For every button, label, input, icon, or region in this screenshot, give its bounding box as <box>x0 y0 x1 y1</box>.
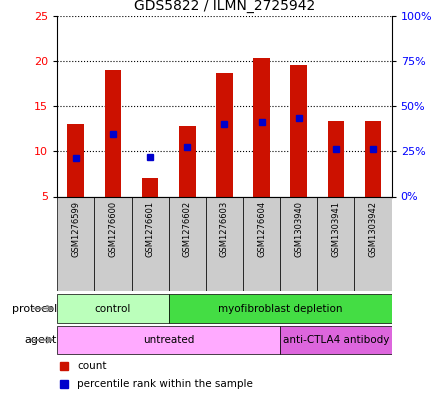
Title: GDS5822 / ILMN_2725942: GDS5822 / ILMN_2725942 <box>134 0 315 13</box>
Bar <box>317 196 355 291</box>
Bar <box>355 196 392 291</box>
Text: GSM1276603: GSM1276603 <box>220 201 229 257</box>
Text: anti-CTLA4 antibody: anti-CTLA4 antibody <box>282 335 389 345</box>
Bar <box>179 126 196 196</box>
Bar <box>105 70 121 196</box>
Bar <box>365 121 381 196</box>
Bar <box>57 294 169 323</box>
Text: GSM1303941: GSM1303941 <box>331 201 341 257</box>
Text: count: count <box>77 362 107 371</box>
Bar <box>290 64 307 196</box>
Text: GSM1303942: GSM1303942 <box>369 201 378 257</box>
Text: GSM1276604: GSM1276604 <box>257 201 266 257</box>
Text: GSM1276602: GSM1276602 <box>183 201 192 257</box>
Text: GSM1276601: GSM1276601 <box>146 201 154 257</box>
Text: protocol: protocol <box>12 303 57 314</box>
Bar <box>132 196 169 291</box>
Bar <box>243 196 280 291</box>
Bar <box>253 58 270 196</box>
Bar <box>327 121 344 196</box>
Bar <box>280 196 317 291</box>
Bar <box>280 326 392 354</box>
Bar <box>57 196 94 291</box>
Bar <box>94 196 132 291</box>
Bar <box>206 196 243 291</box>
Text: untreated: untreated <box>143 335 194 345</box>
Text: GSM1276599: GSM1276599 <box>71 201 80 257</box>
Text: percentile rank within the sample: percentile rank within the sample <box>77 379 253 389</box>
Bar <box>216 73 233 196</box>
Bar <box>169 294 392 323</box>
Bar <box>169 196 206 291</box>
Bar <box>67 124 84 196</box>
Bar <box>142 178 158 196</box>
Text: GSM1276600: GSM1276600 <box>108 201 117 257</box>
Text: control: control <box>95 303 131 314</box>
Text: agent: agent <box>25 335 57 345</box>
Text: GSM1303940: GSM1303940 <box>294 201 303 257</box>
Bar <box>57 326 280 354</box>
Text: myofibroblast depletion: myofibroblast depletion <box>218 303 342 314</box>
